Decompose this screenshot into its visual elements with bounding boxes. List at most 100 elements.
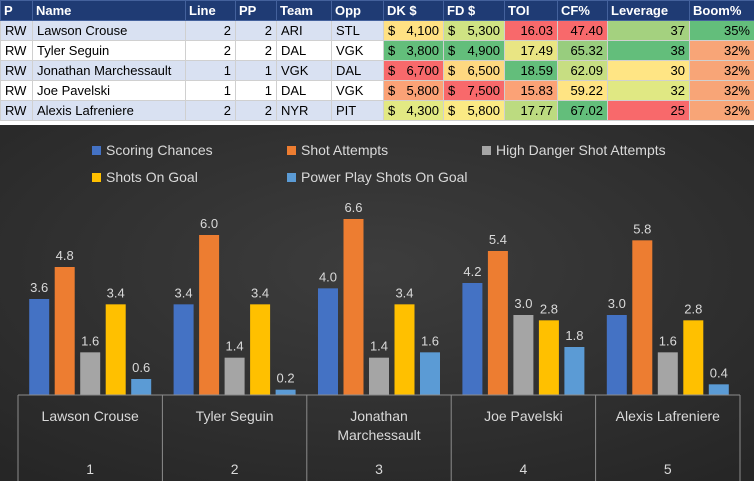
cell-line[interactable]: 2 — [185, 40, 236, 61]
table-row[interactable]: RW Lawson Crouse 2 2 ARI STL $4,100 $5,300 16.03… — [0, 20, 754, 41]
cell-leverage[interactable]: 30 — [607, 60, 690, 81]
cell-pos[interactable]: RW — [0, 60, 33, 81]
bar — [369, 357, 389, 395]
cell-cf[interactable]: 59.22 — [557, 80, 608, 101]
cell-name[interactable]: Lawson Crouse — [32, 20, 186, 41]
bar — [343, 219, 364, 395]
cell-dk[interactable]: $6,700 — [383, 60, 444, 81]
cell-cf[interactable]: 67.02 — [557, 100, 608, 121]
cell-dk[interactable]: $3,800 — [383, 40, 444, 61]
column-header[interactable]: TOI — [504, 0, 558, 21]
cell-dk[interactable]: $4,300 — [383, 100, 444, 121]
column-header[interactable]: Opp — [331, 0, 384, 21]
cell-boom[interactable]: 32% — [689, 60, 754, 81]
cell-cf[interactable]: 62.09 — [557, 60, 608, 81]
cell-boom[interactable]: 32% — [689, 80, 754, 101]
cell-dk[interactable]: $4,100 — [383, 20, 444, 41]
legend-swatch — [92, 173, 101, 182]
cell-pos[interactable]: RW — [0, 100, 33, 121]
cell-fd[interactable]: $5,300 — [443, 20, 505, 41]
cell-line[interactable]: 1 — [185, 60, 236, 81]
x-tick-label: Tyler Seguin — [196, 408, 274, 424]
column-header[interactable]: CF% — [557, 0, 608, 21]
cell-opp[interactable]: PIT — [331, 100, 384, 121]
table-row[interactable]: RW Tyler Seguin 2 2 DAL VGK $3,800 $4,900 17.49 6… — [0, 40, 754, 61]
cell-fd[interactable]: $7,500 — [443, 80, 505, 101]
cell-team[interactable]: DAL — [276, 40, 332, 61]
cell-name[interactable]: Alexis Lafreniere — [32, 100, 186, 121]
cell-boom[interactable]: 32% — [689, 40, 754, 61]
bar — [173, 304, 194, 395]
cell-line[interactable]: 2 — [185, 100, 236, 121]
cell-pp[interactable]: 2 — [235, 100, 277, 121]
table-row[interactable]: RW Joe Pavelski 1 1 DAL VGK $5,800 $7,500 15.83 5… — [0, 80, 754, 101]
cell-pp[interactable]: 1 — [235, 60, 277, 81]
x-tick-label: Alexis Lafreniere — [616, 408, 720, 424]
cell-fd[interactable]: $4,900 — [443, 40, 505, 61]
cell-pos[interactable]: RW — [0, 40, 33, 61]
cell-line[interactable]: 2 — [185, 20, 236, 41]
cell-name[interactable]: Tyler Seguin — [32, 40, 186, 61]
cell-leverage[interactable]: 25 — [607, 100, 690, 121]
cell-toi[interactable]: 17.49 — [504, 40, 558, 61]
data-label: 3.6 — [30, 280, 48, 295]
cell-toi[interactable]: 16.03 — [504, 20, 558, 41]
cell-boom[interactable]: 32% — [689, 100, 754, 121]
cell-team[interactable]: VGK — [276, 60, 332, 81]
cell-value: 3,800 — [406, 43, 439, 58]
cell-name[interactable]: Jonathan Marchessault — [32, 60, 186, 81]
column-header[interactable]: Line — [185, 0, 236, 21]
column-header[interactable]: PP — [235, 0, 277, 21]
cell-cf[interactable]: 65.32 — [557, 40, 608, 61]
cell-pos[interactable]: RW — [0, 20, 33, 41]
cell-team[interactable]: ARI — [276, 20, 332, 41]
data-label: 0.6 — [132, 360, 150, 375]
cell-pp[interactable]: 2 — [235, 20, 277, 41]
cell-leverage[interactable]: 32 — [607, 80, 690, 101]
chart-x-axis: Lawson Crouse 1 Tyler Seguin 2 Jonathan March… — [17, 394, 741, 481]
cell-value: 5,800 — [467, 103, 500, 118]
column-header[interactable]: Boom% — [689, 0, 754, 21]
legend-label: Shot Attempts — [301, 142, 388, 158]
currency-symbol: $ — [448, 63, 456, 78]
x-index-label: 3 — [375, 461, 383, 477]
cell-cf[interactable]: 47.40 — [557, 20, 608, 41]
cell-toi[interactable]: 15.83 — [504, 80, 558, 101]
cell-fd[interactable]: $5,800 — [443, 100, 505, 121]
bar — [54, 267, 75, 395]
cell-pos[interactable]: RW — [0, 80, 33, 101]
data-label: 3.0 — [608, 296, 626, 311]
column-header[interactable]: Team — [276, 0, 332, 21]
data-label: 4.2 — [463, 264, 481, 279]
bar — [105, 304, 126, 395]
table-row[interactable]: RW Alexis Lafreniere 2 2 NYR PIT $4,300 $5,800 1… — [0, 100, 754, 121]
cell-dk[interactable]: $5,800 — [383, 80, 444, 101]
cell-team[interactable]: NYR — [276, 100, 332, 121]
cell-toi[interactable]: 17.77 — [504, 100, 558, 121]
data-label: 0.2 — [277, 371, 295, 386]
column-header[interactable]: P — [0, 0, 33, 21]
x-tick-label: Jonathan — [350, 408, 408, 424]
cell-leverage[interactable]: 37 — [607, 20, 690, 41]
column-header[interactable]: Leverage — [607, 0, 690, 21]
legend-swatch — [92, 146, 101, 155]
cell-opp[interactable]: DAL — [331, 60, 384, 81]
cell-fd[interactable]: $6,500 — [443, 60, 505, 81]
column-header[interactable]: FD $ — [443, 0, 505, 21]
cell-pp[interactable]: 1 — [235, 80, 277, 101]
cell-line[interactable]: 1 — [185, 80, 236, 101]
table-row[interactable]: RW Jonathan Marchessault 1 1 VGK DAL $6,700 $6,… — [0, 60, 754, 81]
cell-boom[interactable]: 35% — [689, 20, 754, 41]
x-index-label: 4 — [520, 461, 528, 477]
column-header[interactable]: Name — [32, 0, 186, 21]
bar — [318, 288, 338, 395]
cell-opp[interactable]: STL — [331, 20, 384, 41]
cell-opp[interactable]: VGK — [331, 40, 384, 61]
cell-team[interactable]: DAL — [276, 80, 332, 101]
cell-leverage[interactable]: 38 — [607, 40, 690, 61]
cell-name[interactable]: Joe Pavelski — [32, 80, 186, 101]
column-header[interactable]: DK $ — [383, 0, 444, 21]
cell-opp[interactable]: VGK — [331, 80, 384, 101]
cell-toi[interactable]: 18.59 — [504, 60, 558, 81]
cell-pp[interactable]: 2 — [235, 40, 277, 61]
